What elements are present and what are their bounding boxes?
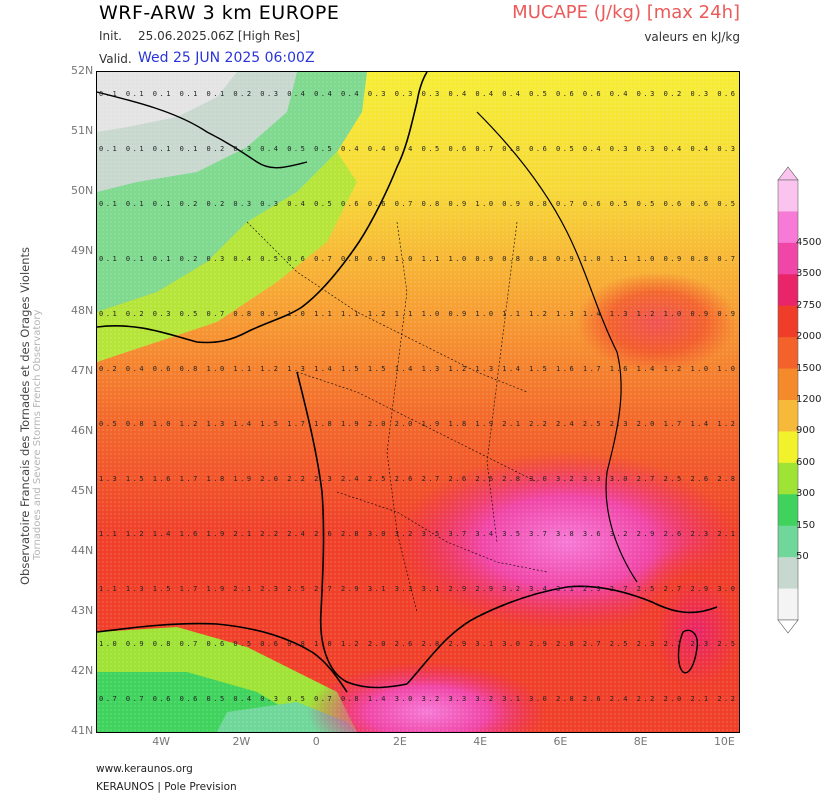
latitude-label: 47N [71, 364, 94, 377]
value-row: 0.1 0.2 0.3 0.5 0.7 0.8 0.9 1.0 1.1 1.1 … [99, 310, 735, 318]
latitude-label: 50N [71, 184, 94, 197]
init-label: Init. [99, 29, 122, 43]
init-value: 25.06.2025.06Z [High Res] [138, 29, 301, 43]
latitude-label: 42N [71, 664, 94, 677]
value-row: 0.1 0.1 0.1 0.2 0.2 0.3 0.3 0.4 0.5 0.6 … [99, 200, 735, 208]
value-row: 1.1 1.3 1.5 1.7 1.9 2.1 2.3 2.5 2.7 2.9 … [99, 585, 735, 593]
value-row: 0.7 0.7 0.6 0.6 0.5 0.4 0.3 0.5 0.7 0.8 … [99, 695, 735, 703]
colorbar-segment [778, 588, 798, 621]
side-credit-english: Tornadoes and Severe Storms French Obser… [32, 309, 43, 560]
valid-label: Valid. [99, 52, 132, 66]
units-note: valeurs en kJ/kg [644, 30, 740, 44]
longitude-label: 2E [392, 735, 407, 748]
colorbar-label: 300 [796, 488, 816, 500]
latitude-label: 46N [71, 424, 94, 437]
value-row: 1.0 0.9 0.8 0.7 0.6 0.5 0.6 0.8 1.0 1.2 … [99, 640, 735, 648]
value-row: 0.1 0.1 0.1 0.1 0.1 0.2 0.3 0.4 0.4 0.4 … [99, 90, 735, 98]
longitude-label: 10E [713, 735, 735, 748]
colorbar-label: 900 [796, 425, 816, 437]
value-row: 0.2 0.4 0.6 0.8 1.0 1.1 1.2 1.3 1.4 1.5 … [99, 365, 735, 373]
colorbar-segment [778, 180, 798, 212]
value-row: 1.1 1.2 1.4 1.6 1.9 2.1 2.2 2.4 2.6 2.8 … [99, 530, 735, 538]
colorbar-segment [778, 242, 798, 275]
mucape-map: 0.1 0.1 0.1 0.1 0.1 0.2 0.3 0.4 0.4 0.4 … [96, 71, 740, 733]
colorbar-label: 1200 [796, 394, 822, 405]
latitude-label: 44N [71, 544, 94, 557]
colorbar-segment [778, 494, 798, 527]
value-grid: 0.1 0.1 0.1 0.1 0.1 0.2 0.3 0.4 0.4 0.4 … [99, 90, 735, 703]
colorbar-segment [778, 431, 798, 464]
side-credit-french: Observatoire Francais des Tornades et de… [18, 246, 32, 585]
colorbar-segment [778, 337, 798, 370]
footer-url[interactable]: www.keraunos.org [96, 763, 193, 775]
longitude-label: 4E [473, 735, 488, 748]
latitude-label: 48N [71, 304, 94, 317]
colorbar-segment [778, 274, 798, 307]
longitude-label: 2W [232, 735, 251, 748]
colorbar-segment [778, 557, 798, 590]
latitude-label: 52N [71, 64, 94, 77]
longitude-label: 0 [312, 735, 320, 748]
colorbar-label: 2750 [796, 299, 822, 311]
footer-brand: KERAUNOS | Pole Prevision [96, 781, 237, 793]
colorbar-label: 2000 [796, 331, 822, 343]
colorbar-segment [778, 305, 798, 338]
colorbar-label: 50 [796, 551, 809, 563]
colorbar-segment [778, 462, 798, 495]
value-row: 0.1 0.1 0.1 0.2 0.3 0.4 0.5 0.6 0.7 0.8 … [99, 255, 735, 263]
colorbar-segment [778, 211, 798, 244]
valid-time: Wed 25 JUN 2025 06:00Z [138, 50, 315, 66]
model-title: WRF-ARW 3 km EUROPE [99, 2, 340, 24]
map-canvas: 0.1 0.1 0.1 0.1 0.1 0.2 0.3 0.4 0.4 0.4 … [97, 72, 739, 732]
latitude-label: 51N [71, 124, 94, 137]
colorbar-segment [778, 525, 798, 558]
latitude-label: 49N [71, 244, 94, 257]
parameter-title: MUCAPE (J/kg) [max 24h] [512, 2, 740, 23]
colorbar-segment [778, 368, 798, 401]
longitude-label: 4W [152, 735, 171, 748]
longitude-label: 8E [633, 735, 648, 748]
colorbar-segment [778, 400, 798, 432]
latitude-label: 45N [71, 484, 94, 497]
colorbar-label: 150 [796, 519, 816, 531]
colorbar-label: 4500 [796, 236, 822, 248]
colorbar [777, 166, 799, 634]
value-row: 0.1 0.1 0.1 0.1 0.2 0.3 0.4 0.5 0.5 0.4 … [99, 145, 735, 153]
colorbar-label: 600 [796, 456, 816, 468]
colorbar-min-arrow [777, 619, 799, 634]
longitude-label: 6E [553, 735, 568, 748]
value-row: 1.3 1.5 1.6 1.7 1.8 1.9 2.0 2.2 2.3 2.4 … [99, 475, 735, 483]
latitude-label: 41N [71, 724, 94, 737]
colorbar-label: 3500 [796, 268, 822, 280]
latitude-label: 43N [71, 604, 94, 617]
colorbar-max-arrow [777, 166, 799, 181]
value-row: 0.5 0.8 1.0 1.2 1.3 1.4 1.5 1.7 1.8 1.9 … [99, 420, 735, 428]
colorbar-label: 1500 [796, 362, 822, 374]
